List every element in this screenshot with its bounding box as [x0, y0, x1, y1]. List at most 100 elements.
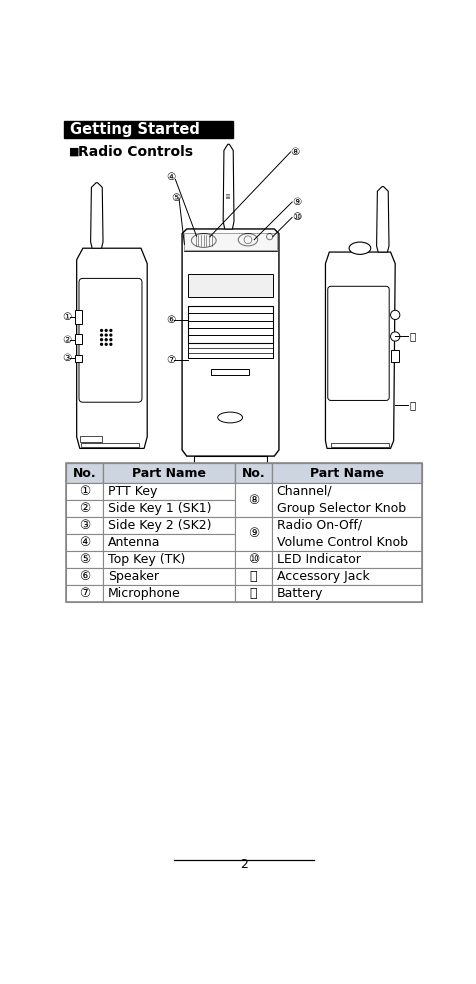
Text: ①: ①: [63, 312, 72, 323]
Text: Radio Controls: Radio Controls: [78, 145, 193, 159]
Polygon shape: [376, 187, 388, 252]
Text: ②: ②: [63, 335, 72, 344]
Bar: [234, 568, 271, 584]
Text: ⑨: ⑨: [291, 197, 301, 207]
Text: No.: No.: [241, 466, 265, 479]
Bar: [201, 465, 259, 471]
Bar: [66, 551, 103, 568]
Text: IIII: IIII: [226, 192, 230, 199]
Bar: [271, 568, 421, 584]
Circle shape: [109, 330, 111, 332]
Bar: [188, 342, 272, 358]
Circle shape: [105, 335, 107, 336]
Text: ⑩: ⑩: [247, 553, 258, 566]
Text: ⑦: ⑦: [79, 586, 90, 599]
Bar: [75, 310, 82, 325]
Text: ⑧: ⑧: [247, 494, 258, 507]
Bar: [271, 517, 421, 551]
Text: Side Key 2 (SK2): Side Key 2 (SK2): [108, 519, 211, 532]
Circle shape: [109, 335, 111, 336]
Text: ④: ④: [166, 171, 176, 182]
Bar: [234, 584, 271, 601]
Text: Speaker: Speaker: [108, 570, 159, 583]
Bar: [66, 534, 103, 551]
Text: Top Key (TK): Top Key (TK): [108, 553, 185, 566]
Text: ⑤: ⑤: [79, 553, 90, 566]
Text: ⑥: ⑥: [166, 315, 176, 325]
Text: Accessory Jack: Accessory Jack: [276, 570, 368, 583]
Polygon shape: [90, 183, 103, 248]
Bar: [66, 483, 103, 500]
Text: PTT Key: PTT Key: [108, 485, 157, 498]
Circle shape: [109, 338, 111, 340]
Text: Part Name: Part Name: [132, 466, 206, 479]
Bar: [103, 568, 234, 584]
Bar: [103, 584, 234, 601]
Text: ①: ①: [79, 485, 90, 498]
Bar: [271, 483, 421, 517]
Bar: [330, 443, 388, 447]
Ellipse shape: [217, 412, 242, 423]
Bar: [390, 349, 398, 362]
Bar: [66, 500, 103, 517]
Polygon shape: [223, 145, 234, 229]
Bar: [271, 463, 421, 483]
Text: ⑨: ⑨: [247, 527, 258, 540]
Circle shape: [100, 335, 102, 336]
Bar: [103, 517, 234, 534]
Polygon shape: [77, 248, 147, 449]
Circle shape: [105, 338, 107, 340]
Bar: [103, 463, 234, 483]
Circle shape: [390, 310, 399, 320]
Circle shape: [100, 338, 102, 340]
Bar: [81, 443, 139, 447]
Bar: [103, 551, 234, 568]
Bar: [66, 517, 103, 534]
Circle shape: [105, 330, 107, 332]
Text: ③: ③: [79, 519, 90, 532]
Text: Getting Started: Getting Started: [70, 122, 200, 137]
Text: ⑫: ⑫: [249, 586, 257, 599]
Circle shape: [244, 236, 251, 244]
Text: ⑫: ⑫: [408, 400, 415, 410]
Bar: [103, 483, 234, 500]
Text: Part Name: Part Name: [309, 466, 383, 479]
Bar: [66, 584, 103, 601]
Circle shape: [100, 343, 102, 345]
Text: LED Indicator: LED Indicator: [276, 553, 360, 566]
Text: ⑧: ⑧: [290, 147, 299, 157]
Text: ⑥: ⑥: [79, 570, 90, 583]
Polygon shape: [182, 229, 278, 457]
Bar: [75, 335, 82, 344]
Text: 2: 2: [239, 858, 248, 872]
Text: ⑦: ⑦: [166, 355, 176, 365]
Circle shape: [100, 330, 102, 332]
Circle shape: [390, 332, 399, 341]
Bar: [66, 463, 421, 601]
Bar: [234, 517, 271, 551]
Text: Microphone: Microphone: [108, 586, 180, 599]
Bar: [79, 436, 102, 442]
Text: Radio On-Off/
Volume Control Knob: Radio On-Off/ Volume Control Knob: [276, 519, 407, 549]
Text: ③: ③: [63, 353, 72, 363]
Bar: [64, 121, 233, 138]
Text: Battery: Battery: [276, 586, 322, 599]
Text: ⑤: ⑤: [171, 193, 180, 203]
Bar: [271, 551, 421, 568]
Text: No.: No.: [72, 466, 96, 479]
Ellipse shape: [238, 233, 257, 246]
Bar: [234, 483, 271, 517]
Text: ⑩: ⑩: [291, 213, 301, 222]
Text: Channel/
Group Selector Knob: Channel/ Group Selector Knob: [276, 485, 405, 515]
Text: ■: ■: [69, 147, 79, 157]
Bar: [234, 463, 271, 483]
Ellipse shape: [191, 233, 216, 247]
Bar: [66, 568, 103, 584]
Text: ②: ②: [79, 502, 90, 515]
Bar: [188, 275, 272, 297]
Circle shape: [266, 233, 272, 240]
Text: ⑪: ⑪: [249, 570, 257, 583]
Text: Side Key 1 (SK1): Side Key 1 (SK1): [108, 502, 211, 515]
Text: Antenna: Antenna: [108, 536, 160, 549]
Bar: [103, 500, 234, 517]
